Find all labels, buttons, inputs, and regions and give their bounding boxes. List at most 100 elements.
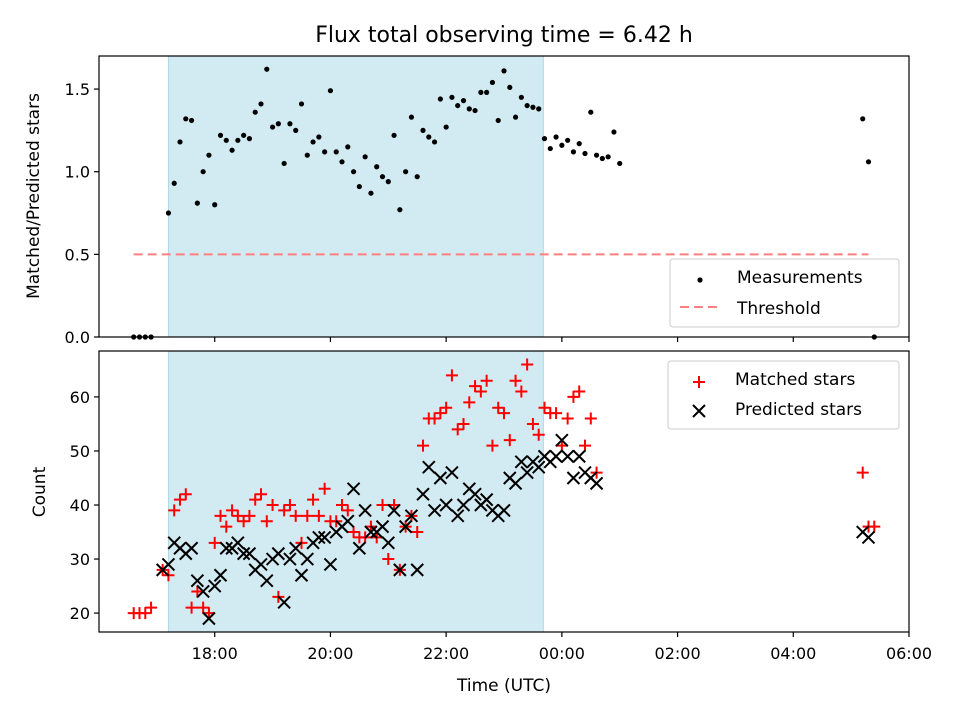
measurement-point	[495, 117, 501, 124]
measurement-point	[293, 127, 299, 133]
matched-stars-point	[341, 504, 354, 517]
matched-stars-point	[347, 526, 360, 539]
predicted-stars-point	[231, 536, 245, 550]
measurement-point	[194, 200, 200, 206]
measurement-point	[617, 160, 623, 167]
matched-stars-point	[220, 520, 233, 533]
measurement-point	[287, 121, 293, 127]
bottom-marks	[127, 358, 881, 626]
matched-stars-point	[243, 509, 256, 522]
measurement-point	[235, 137, 241, 143]
predicted-stars-point	[283, 552, 297, 566]
measurement-point	[553, 134, 559, 140]
predicted-stars-point	[341, 514, 355, 528]
predicted-stars-point	[364, 525, 378, 539]
top-y-tick-label: 0.0	[65, 328, 90, 347]
matched-stars-point	[312, 509, 325, 522]
matched-stars-point	[526, 417, 539, 430]
measurement-point	[449, 94, 455, 100]
measurement-point	[385, 179, 391, 185]
measurement-point	[188, 117, 195, 124]
matched-stars-point	[440, 401, 453, 414]
measurement-point	[536, 106, 542, 112]
predicted-stars-point	[236, 546, 251, 561]
top-y-tick-label: 1.5	[65, 80, 90, 99]
measurement-point	[588, 109, 594, 115]
measurement-point	[599, 155, 605, 162]
predicted-stars-point	[398, 519, 413, 534]
matched-stars-point	[185, 601, 198, 614]
matched-stars-point	[538, 401, 551, 414]
matched-stars-point	[474, 385, 487, 398]
predicted-stars-point	[242, 546, 257, 561]
predicted-stars-point	[196, 584, 210, 599]
measurement-point	[304, 152, 310, 158]
matched-stars-point	[486, 439, 499, 452]
predicted-stars-point	[375, 519, 390, 534]
measurement-point	[269, 124, 276, 130]
measurement-point	[530, 104, 536, 110]
measurement-point	[547, 145, 553, 152]
predicted-stars-point	[317, 530, 332, 545]
predicted-stars-legend-marker	[692, 404, 706, 418]
measurement-point	[362, 154, 368, 160]
predicted-stars-point	[572, 449, 586, 464]
top-shaded-region	[167, 55, 544, 338]
measurement-point	[455, 102, 461, 109]
matched-stars-point	[515, 385, 528, 398]
measurement-point	[258, 101, 264, 107]
matched-stars-point	[445, 369, 458, 382]
matched-stars-point	[174, 493, 186, 506]
measurement-point	[183, 116, 189, 122]
x-tick-label: 22:00	[423, 644, 469, 663]
top-marks	[131, 66, 877, 340]
predicted-stars-point	[381, 536, 395, 550]
matched-stars-point	[457, 417, 470, 430]
measurement-point	[565, 137, 571, 143]
x-tick-label: 18:00	[192, 644, 238, 663]
matched-stars-legend-label: Matched stars	[735, 370, 855, 390]
measurement-point	[437, 96, 443, 102]
matched-stars-point	[197, 601, 210, 614]
matched-stars-point	[561, 412, 574, 425]
measurement-point	[559, 142, 565, 148]
predicted-stars-point	[312, 530, 326, 545]
predicted-stars-point	[416, 487, 430, 501]
measurement-point	[281, 160, 287, 167]
predicted-stars-point	[497, 503, 511, 518]
measurement-point	[460, 98, 467, 104]
matched-stars-point	[283, 499, 296, 512]
measurement-point	[570, 149, 577, 155]
measurement-point	[408, 114, 415, 120]
predicted-stars-point	[514, 455, 529, 469]
predicted-stars-point	[358, 503, 372, 518]
predicted-stars-point	[294, 568, 309, 582]
predicted-stars-point	[410, 563, 424, 577]
predicted-stars-point	[260, 573, 274, 588]
predicted-stars-point	[289, 541, 303, 555]
matched-stars-point	[231, 509, 244, 522]
predicted-stars-point	[468, 487, 482, 501]
bottom-y-tick-label: 50	[70, 442, 90, 461]
matched-stars-point	[214, 509, 227, 522]
measurement-point	[322, 149, 328, 155]
matched-stars-point	[509, 374, 522, 387]
matched-stars-point	[417, 439, 429, 452]
measurement-point	[865, 159, 872, 165]
x-tick-label: 20:00	[307, 644, 353, 663]
predicted-stars-point	[346, 482, 361, 496]
measurement-point	[356, 183, 362, 190]
measurement-point	[345, 144, 351, 150]
predicted-stars-point	[271, 546, 286, 561]
matched-stars-point	[480, 374, 493, 387]
matched-stars-point	[307, 493, 320, 506]
predicted-stars-point	[393, 563, 407, 577]
measurement-point	[860, 116, 866, 122]
predicted-stars-point	[555, 433, 569, 447]
predicted-stars-point	[508, 476, 523, 491]
matched-stars-legend-marker	[693, 376, 705, 388]
measurement-point	[524, 102, 530, 109]
measurement-point	[327, 88, 334, 94]
predicted-stars-point	[520, 465, 534, 480]
predicted-stars-point	[451, 509, 465, 523]
